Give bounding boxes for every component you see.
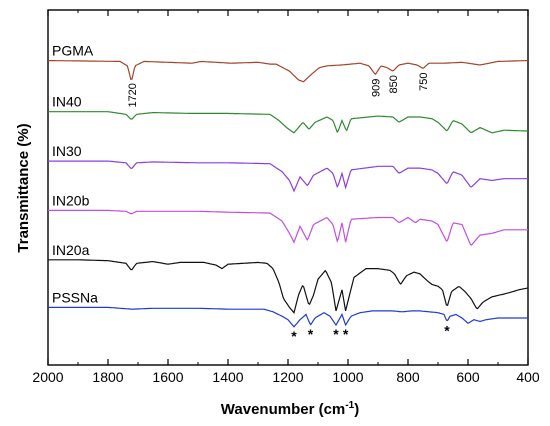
- series-layer: [48, 60, 529, 328]
- x-tick-label-400: 400: [516, 369, 540, 385]
- peak-label-850: 850: [388, 75, 400, 93]
- x-axis-label-text: Wavenumber (cm: [221, 401, 345, 418]
- plot-frame: [47, 9, 529, 366]
- x-axis-label-close: ): [354, 401, 359, 418]
- series-line-in30: [48, 160, 528, 193]
- x-tick-label-1600: 1600: [152, 369, 183, 385]
- x-tick-label-1200: 1200: [272, 369, 303, 385]
- x-tick-label-1400: 1400: [212, 369, 243, 385]
- peak-marker-star: *: [308, 326, 314, 342]
- series-label-pssna: PSSNa: [52, 289, 98, 305]
- peak-marker-star: *: [444, 323, 450, 339]
- series-line-in20b: [48, 209, 528, 246]
- series-label-in40: IN40: [52, 94, 82, 110]
- series-line-pgma: [48, 60, 528, 83]
- x-tick-label-600: 600: [456, 369, 480, 385]
- x-axis-label: Wavenumber (cm-1): [221, 400, 359, 418]
- y-axis-label: Transmittance (%): [15, 123, 32, 252]
- series-line-in20a: [48, 259, 529, 314]
- peak-annotations: 1720 909 850 750* * * * *: [127, 72, 450, 343]
- x-tick-label-1000: 1000: [332, 369, 363, 385]
- x-axis-label-superscript: -1: [345, 400, 354, 411]
- peak-label-909: 909: [370, 79, 382, 97]
- peak-marker-star: *: [291, 328, 297, 344]
- peak-label-1720: 1720: [127, 83, 139, 107]
- x-tick-label-800: 800: [396, 369, 420, 385]
- series-labels: PGMA IN40 IN30 IN20b IN20a PSSNa: [52, 43, 98, 306]
- series-line-pssna: [48, 306, 528, 328]
- series-label-in20b: IN20b: [52, 192, 90, 208]
- peak-marker-star: *: [333, 326, 339, 342]
- series-line-in40: [48, 111, 529, 134]
- peak-label-750: 750: [418, 72, 430, 90]
- series-label-in20a: IN20a: [52, 242, 90, 258]
- x-tick-label-2000: 2000: [32, 369, 63, 385]
- series-label-in30: IN30: [52, 143, 82, 159]
- x-tick-label-1800: 1800: [92, 369, 123, 385]
- peak-marker-star: *: [343, 326, 349, 342]
- series-label-pgma: PGMA: [52, 43, 94, 59]
- x-axis-ticks: 2000 1800 1600 1400 1200 1000 800 600 400: [32, 10, 540, 385]
